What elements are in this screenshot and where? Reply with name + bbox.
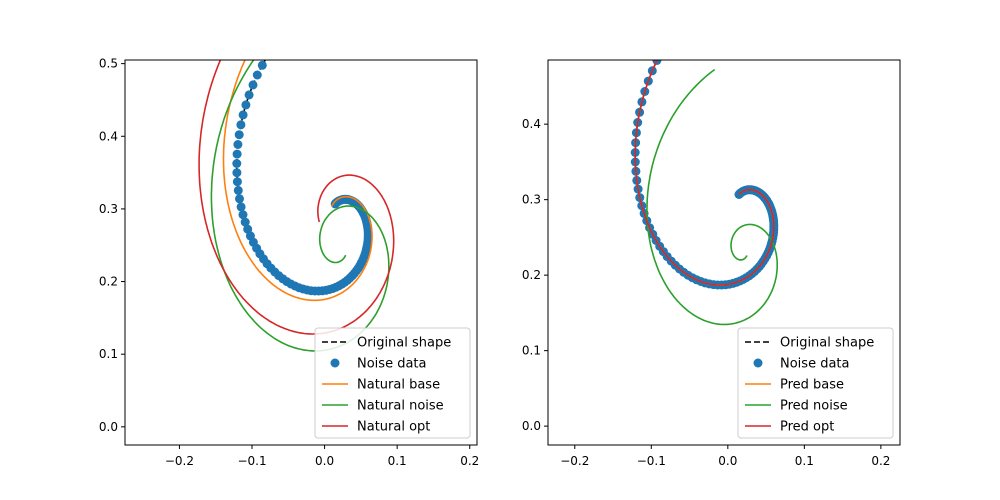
legend-label: Natural noise — [357, 399, 444, 414]
x-tick-label: 0.2 — [871, 454, 890, 468]
data-point — [235, 194, 244, 204]
y-tick-label: 0.4 — [522, 117, 541, 131]
legend-label: Pred noise — [780, 399, 848, 414]
x-tick-label: −0.1 — [637, 454, 666, 468]
legend-box — [737, 327, 894, 439]
x-tick-label: 0.0 — [315, 454, 334, 468]
y-tick-label: 0.1 — [522, 344, 541, 358]
series-line-3 — [646, 68, 778, 326]
legend-label: Natural opt — [357, 420, 430, 435]
legend-label: Original shape — [357, 336, 451, 351]
data-point — [232, 168, 242, 178]
axes-frame — [124, 59, 478, 446]
axes-frame — [547, 59, 901, 446]
legend-label: Noise data — [357, 357, 426, 372]
x-tick-label: −0.2 — [560, 454, 589, 468]
data-point — [232, 159, 242, 168]
y-tick-label: 0.5 — [99, 57, 118, 71]
chart-panel-2: −0.2 −0.1 0.0 0.1 0.2 0.0 0.1 0.2 0.3 0.4 Original… — [522, 59, 901, 468]
y-tick-label: 0.2 — [99, 275, 118, 289]
data-point — [241, 100, 251, 110]
data-point — [257, 60, 267, 70]
data-point — [233, 140, 243, 149]
data-point — [240, 217, 250, 227]
data-point — [252, 70, 262, 80]
y-tick-label: 0.1 — [99, 347, 118, 361]
x-tick-label: −0.1 — [237, 454, 266, 468]
data-point — [234, 130, 244, 140]
x-tick-label: 0.1 — [388, 454, 407, 468]
x-tick-label: 0.0 — [718, 454, 737, 468]
series-line-4 — [198, 60, 395, 335]
data-point — [330, 199, 340, 209]
legend-marker — [330, 358, 340, 368]
legend-label: Original shape — [780, 336, 874, 351]
legend-label: Pred opt — [780, 420, 834, 435]
y-tick-label: 0.3 — [522, 193, 541, 207]
series-line-2 — [222, 60, 373, 302]
x-tick-label: 0.2 — [460, 454, 479, 468]
legend-label: Noise data — [780, 357, 849, 372]
data-point — [233, 185, 243, 195]
data-point — [236, 120, 246, 130]
data-point — [238, 110, 248, 120]
data-point — [238, 210, 248, 220]
legend-box — [314, 327, 471, 439]
plot-area — [630, 60, 779, 326]
y-tick-label: 0.0 — [99, 420, 118, 434]
x-tick-label: 0.1 — [795, 454, 814, 468]
series-line-3 — [210, 60, 390, 352]
y-tick-label: 0.0 — [522, 419, 541, 433]
series-line-4 — [634, 60, 775, 286]
data-point — [248, 80, 258, 90]
legend-label: Natural base — [357, 378, 440, 393]
legend: Original shape Noise data Natural base Natu… — [314, 327, 471, 439]
legend: Original shape Noise data Pred base Pred no… — [737, 327, 894, 439]
plot-area — [198, 60, 395, 352]
data-point — [232, 177, 242, 187]
legend-marker — [753, 358, 763, 368]
data-point — [236, 202, 246, 212]
legend-label: Pred base — [780, 378, 844, 393]
chart-panel-1: −0.2 −0.1 0.0 0.1 0.2 0.0 0.1 0.2 0.3 0.4 0.5 Origi… — [99, 57, 479, 468]
data-point — [232, 149, 242, 159]
y-tick-label: 0.3 — [99, 202, 118, 216]
y-tick-label: 0.2 — [522, 268, 541, 282]
y-tick-label: 0.4 — [99, 129, 118, 143]
x-tick-label: −0.2 — [165, 454, 194, 468]
data-point — [244, 90, 254, 100]
